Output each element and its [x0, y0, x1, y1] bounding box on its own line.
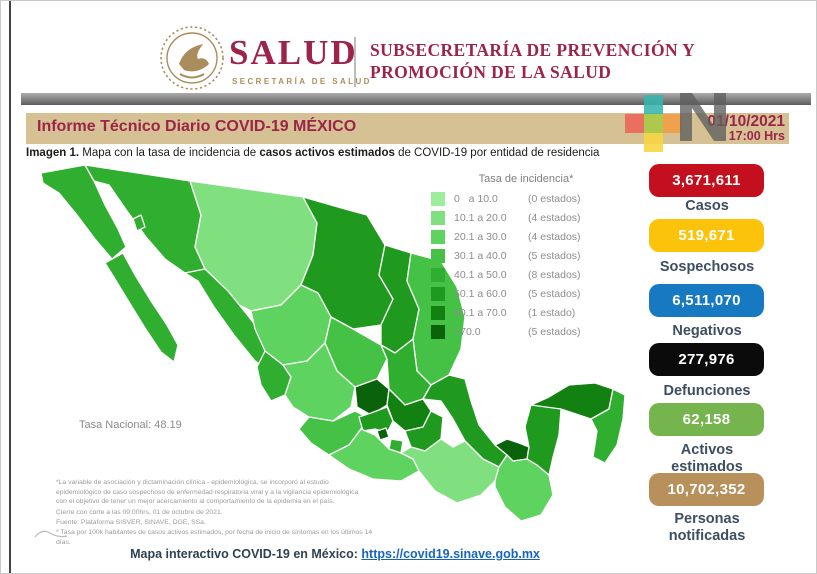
- legend-swatch: [431, 286, 445, 301]
- footer-caption: Mapa interactivo COVID-19 en México: htt…: [15, 547, 655, 561]
- state-oaxaca: [400, 438, 500, 504]
- secretaria-de-salud-label: SECRETARÍA DE SALUD: [232, 77, 372, 86]
- legend-row: >70.0 (5 estados): [431, 322, 621, 341]
- caption-imagen-label: Imagen 1.: [26, 147, 80, 159]
- legend-row: 40.1 a 50.0 (8 estados): [431, 265, 621, 284]
- legend-count: (4 estados): [528, 230, 581, 243]
- stat-label-activos-estimados: Activos estimados: [671, 442, 743, 475]
- legend-row: 0 a 10.0 (0 estados): [431, 189, 621, 208]
- legend-count: (4 estados): [528, 211, 581, 224]
- national-rate-label: Tasa Nacional: 48.19: [79, 419, 182, 431]
- stat-pill-activos-estimados: 62,158: [649, 403, 764, 436]
- stat-label-defunciones: Defunciones: [663, 383, 751, 399]
- legend-row: 10.1 a 20.0 (4 estados): [431, 208, 621, 227]
- watermark-square-orange: [663, 114, 682, 133]
- legend-swatch: [431, 210, 445, 225]
- legend-range: 10.1 a 20.0: [454, 211, 507, 224]
- stat-label-sospechosos: Sospechosos: [659, 259, 755, 275]
- watermark-square-yellow: [644, 133, 663, 152]
- report-title: Informe Técnico Diario COVID-19 MÉXICO: [37, 118, 357, 135]
- state-baja-california-sur: [104, 252, 179, 363]
- legend-count: (8 estados): [528, 268, 581, 281]
- stat-pill-defunciones: 277,976: [649, 343, 764, 376]
- legend-range: 40.1 a 50.0: [454, 268, 507, 281]
- watermark-square-red: [625, 114, 644, 133]
- watermark-square-teal: [644, 95, 663, 114]
- state-quintana-roo: [590, 388, 626, 464]
- legend-count: (1 estado): [528, 306, 576, 319]
- report-datetime: 01/10/2021 17:00 Hrs: [601, 113, 785, 144]
- state-coahuila: [300, 196, 394, 330]
- islands-sketch: [34, 530, 68, 538]
- salud-eagle-seal-icon: [158, 25, 226, 91]
- map-footnote-2: Cierre con corte a las 09:00hrs, 01 de o…: [56, 509, 373, 546]
- legend-count: (5 estados): [528, 325, 581, 338]
- legend-row: 60.1 a 70.0 (1 estado): [431, 303, 621, 322]
- legend-row: 30.1 a 40.0 (5 estados): [431, 246, 621, 265]
- subsecretaria-line1: SUBSECRETARÍA DE PREVENCIÓN Y: [370, 40, 696, 60]
- caption-text-2: de COVID-19 por entidad de residencia: [394, 147, 600, 159]
- legend-range: >70.0: [454, 325, 481, 338]
- figure-caption: Imagen 1. Mapa con la tasa de incidencia…: [26, 147, 599, 159]
- caption-text-1: Mapa con la tasa de incidencia de: [79, 147, 260, 159]
- legend-title: Tasa de incidencia*: [478, 173, 574, 185]
- legend-range: 50.1 a 60.0: [454, 287, 507, 300]
- watermark-square-green: [644, 114, 663, 133]
- legend-count: (5 estados): [528, 249, 581, 262]
- legend-count: (5 estados): [528, 287, 581, 300]
- report-date: 01/10/2021: [707, 113, 785, 130]
- stat-pill-sospechosos: 519,671: [649, 219, 764, 252]
- subsecretaria-line2: PROMOCIÓN DE LA SALUD: [370, 62, 612, 83]
- legend-swatch: [431, 305, 445, 320]
- stat-pill-casos: 3,671,611: [649, 164, 764, 197]
- footer-label: Mapa interactivo COVID-19 en México:: [130, 547, 358, 561]
- stat-label-negativos: Negativos: [672, 323, 742, 339]
- top-gray-bar: [21, 93, 811, 105]
- legend-swatch: [431, 267, 445, 282]
- legend-count: (0 estados): [528, 192, 581, 205]
- caption-bold-text: casos activos estimados: [259, 147, 395, 159]
- legend-range: 0 a 10.0: [454, 192, 498, 205]
- subsecretaria-title: SUBSECRETARÍA DE PREVENCIÓN Y PROMOCIÓN …: [370, 39, 695, 83]
- page-left-border: [9, 1, 11, 573]
- stat-label-personas-notificadas: Personas notificadas: [668, 511, 746, 544]
- stat-label-casos: Casos: [685, 198, 729, 214]
- legend-row: 50.1 a 60.0 (5 estados): [431, 284, 621, 303]
- state-cdmx: [376, 427, 390, 441]
- salud-wordmark: SALUD: [229, 33, 358, 72]
- legend-swatch: [431, 229, 445, 244]
- header-divider: [354, 37, 356, 87]
- legend-range: 20.1 a 30.0: [454, 230, 507, 243]
- legend-range: 30.1 a 40.0: [454, 249, 507, 262]
- state-jalisco: [282, 342, 356, 422]
- stat-pill-personas-notificadas: 10,702,352: [649, 473, 764, 506]
- legend-range: 60.1 a 70.0: [454, 306, 507, 319]
- island-tiburon: [132, 214, 146, 232]
- map-legend: Tasa de incidencia* 0 a 10.0 (0 estados)…: [431, 173, 621, 341]
- legend-swatch: [431, 248, 445, 263]
- legend-swatch: [431, 324, 445, 339]
- legend-row: 20.1 a 30.0 (4 estados): [431, 227, 621, 246]
- state-chiapas: [494, 454, 554, 522]
- legend-swatch: [431, 191, 445, 206]
- report-time: 17:00 Hrs: [728, 129, 785, 144]
- mexico-choropleth-map: [15, 159, 635, 549]
- stat-pill-negativos: 6,511,070: [649, 284, 764, 317]
- map-footnote-1: *La variable de asociación y dictaminaci…: [56, 479, 359, 506]
- footer-link[interactable]: https://covid19.sinave.gob.mx: [361, 547, 540, 561]
- watermark-n-icon: [680, 93, 726, 141]
